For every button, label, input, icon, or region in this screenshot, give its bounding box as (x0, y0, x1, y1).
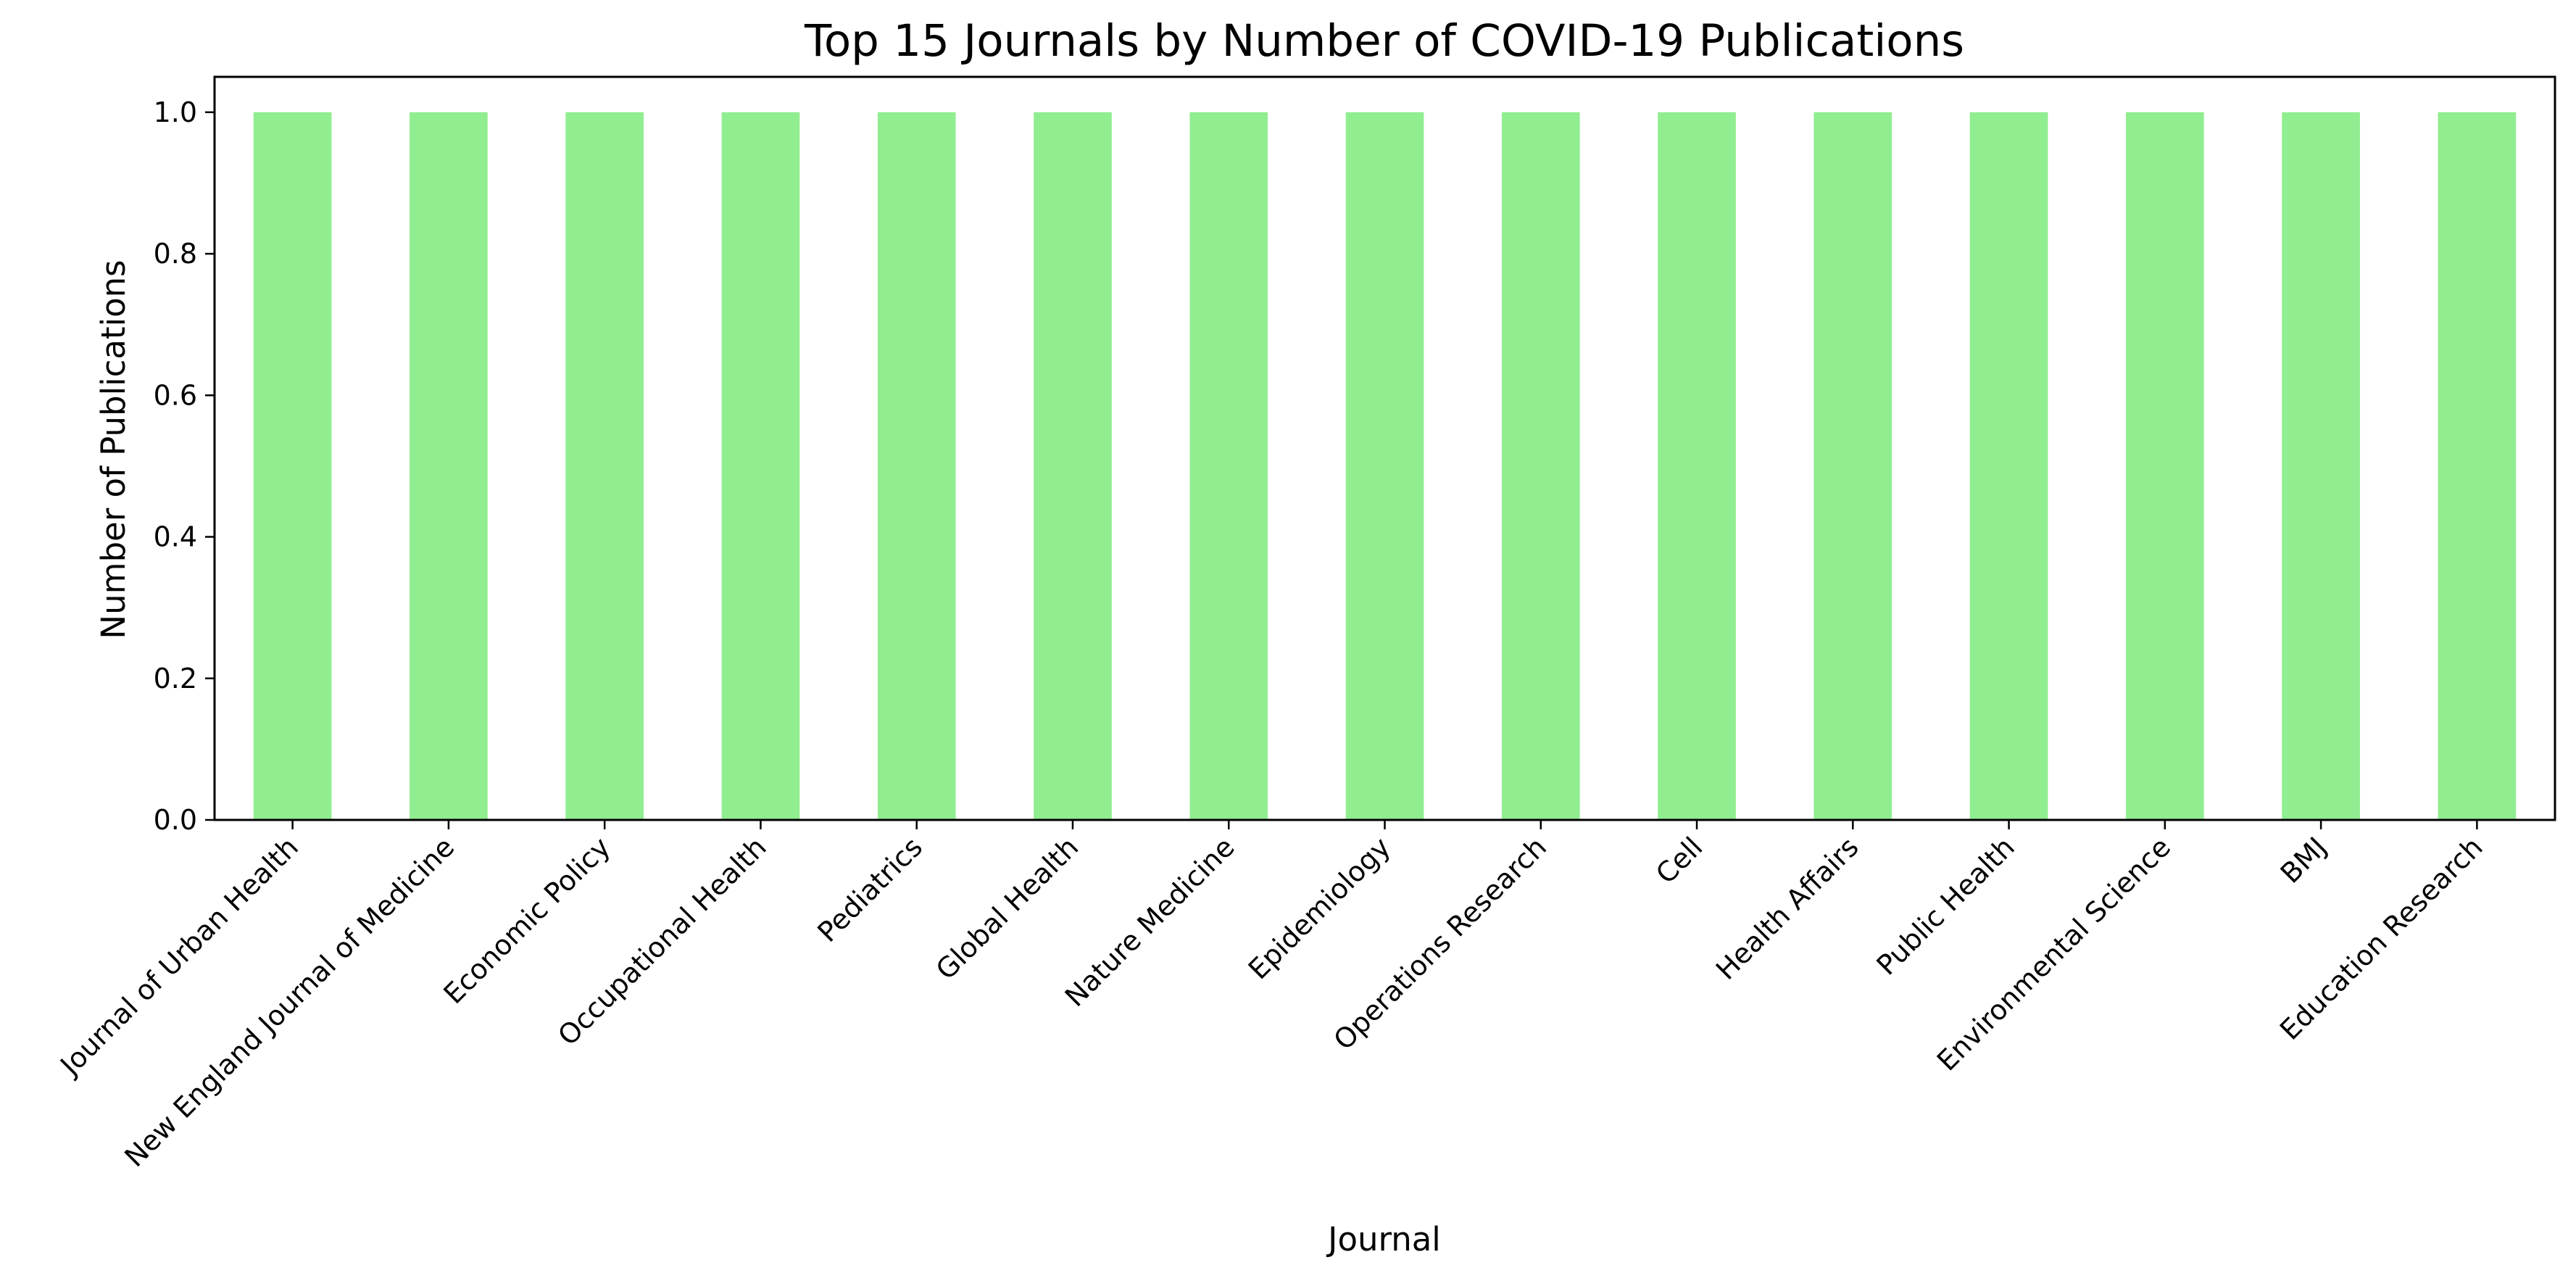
y-tick-label: 0.4 (154, 521, 197, 553)
x-tick-label: Pediatrics (811, 831, 928, 948)
bar (410, 112, 488, 821)
y-axis-label: Number of Publications (94, 260, 133, 639)
x-tick-label: Nature Medicine (1059, 831, 1241, 1013)
x-tick-label: Cell (1650, 831, 1708, 890)
x-tick-label: Global Health (930, 831, 1085, 986)
bar (1034, 112, 1112, 821)
x-tick-label: Public Health (1871, 831, 2021, 981)
x-tick-label: Economic Policy (438, 831, 617, 1010)
bar (565, 112, 644, 821)
y-tick-label: 1.0 (154, 96, 197, 128)
y-tick-label: 0.6 (154, 379, 197, 411)
bar (1813, 112, 1892, 821)
bar (2438, 112, 2517, 821)
bar (1501, 112, 1580, 821)
x-axis-label: Journal (1326, 1220, 1441, 1259)
y-tick-label: 0.0 (154, 804, 197, 836)
bar (1345, 112, 1424, 821)
bar (253, 112, 332, 821)
bar (877, 112, 956, 821)
bar (2282, 112, 2360, 821)
x-tick-label: Epidemiology (1242, 831, 1397, 985)
y-tick-label: 0.2 (154, 663, 197, 695)
bar (1969, 112, 2048, 821)
y-tick-label: 0.8 (154, 238, 197, 270)
bar (1189, 112, 1268, 821)
x-tick-label: New England Journal of Medicine (118, 831, 460, 1173)
x-tick-label: BMJ (2274, 831, 2333, 890)
x-tick-label: Health Affairs (1710, 831, 1865, 986)
bar (1658, 112, 1736, 821)
chart-title: Top 15 Journals by Number of COVID-19 Pu… (804, 15, 1964, 67)
bar (2126, 112, 2204, 821)
bar (721, 112, 800, 821)
